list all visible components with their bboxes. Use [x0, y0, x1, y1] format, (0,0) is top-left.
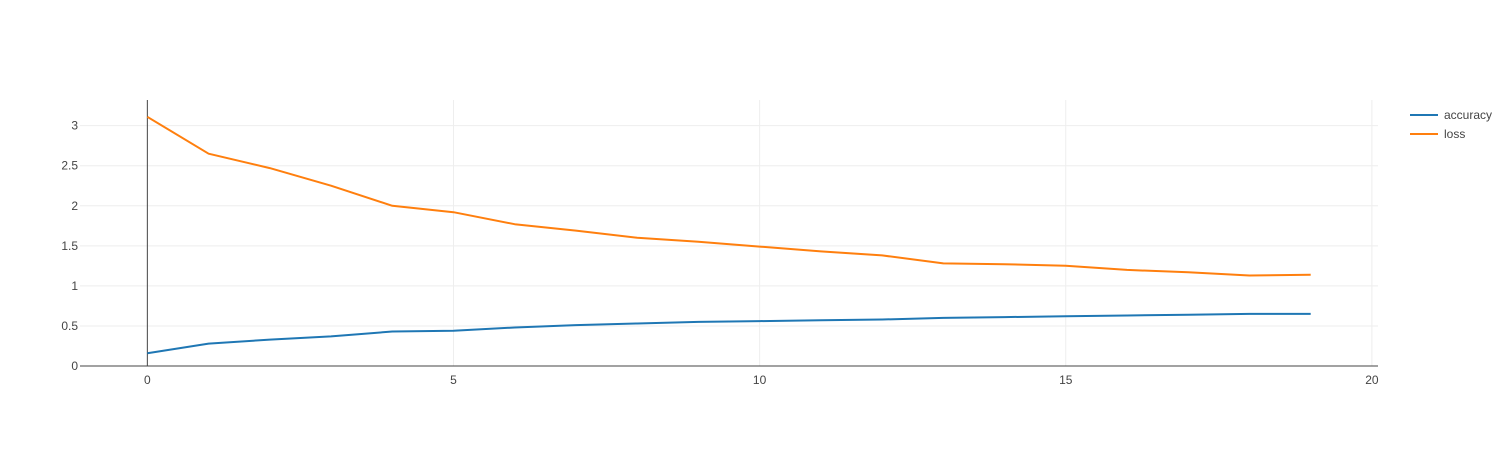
y-tick-label: 0 — [71, 359, 78, 373]
legend-item-loss[interactable]: loss — [1410, 127, 1465, 141]
series-line-loss[interactable] — [146, 115, 1311, 277]
x-tick-label: 20 — [1365, 373, 1379, 387]
x-tick-label: 5 — [450, 373, 457, 387]
x-tick-label: 15 — [1059, 373, 1073, 387]
legend-label: accuracy — [1444, 108, 1492, 122]
legend-label: loss — [1444, 127, 1465, 141]
series-lines — [146, 115, 1311, 355]
grid — [80, 100, 1378, 366]
y-tick-label: 1 — [71, 279, 78, 293]
y-tick-label: 3 — [71, 119, 78, 133]
tick-labels: 0 5 10 15 20 0 0.5 1 1.5 2 2.5 3 — [61, 119, 1379, 387]
y-tick-label: 2 — [71, 199, 78, 213]
x-tick-label: 0 — [144, 373, 151, 387]
y-tick-label: 0.5 — [61, 319, 78, 333]
x-tick-label: 10 — [753, 373, 767, 387]
y-tick-label: 2.5 — [61, 159, 78, 173]
legend[interactable]: accuracy loss — [1410, 108, 1492, 141]
axes — [80, 100, 1378, 367]
y-tick-label: 1.5 — [61, 239, 78, 253]
legend-item-accuracy[interactable]: accuracy — [1410, 108, 1492, 122]
series-line-accuracy[interactable] — [147, 312, 1311, 355]
